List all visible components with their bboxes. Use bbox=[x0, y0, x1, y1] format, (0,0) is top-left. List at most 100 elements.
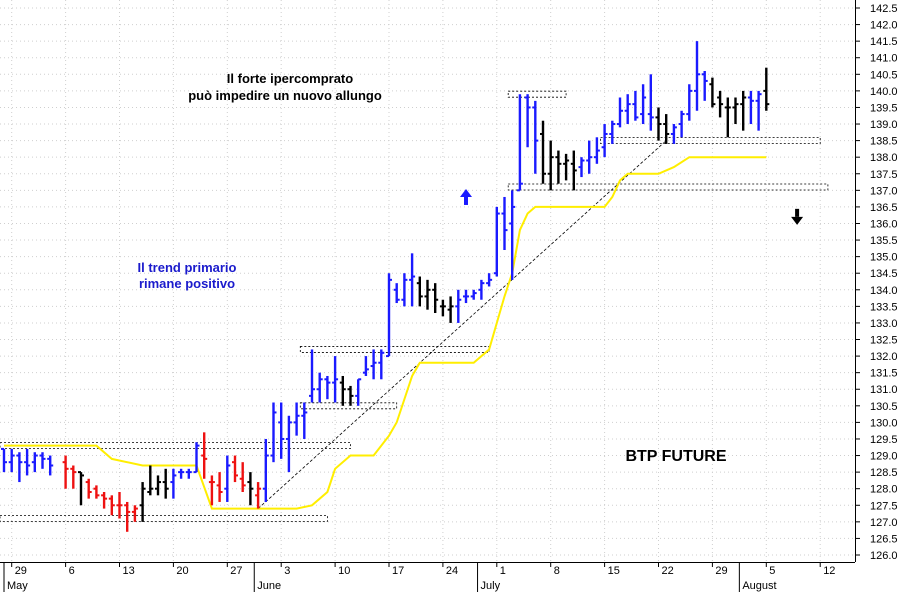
ohlc-bar bbox=[632, 90, 639, 121]
y-tick-label: 137.0 bbox=[870, 185, 898, 197]
ohlc-bar bbox=[586, 140, 593, 174]
ohlc-bar bbox=[78, 471, 84, 506]
ohlc-bar bbox=[316, 372, 323, 403]
y-tick-label: 131.0 bbox=[870, 384, 898, 396]
ohlc-bar bbox=[8, 448, 15, 473]
month-label: August bbox=[742, 580, 776, 592]
ohlc-bar bbox=[47, 455, 54, 476]
ohlc-bar bbox=[732, 97, 739, 125]
ohlc-bar bbox=[486, 273, 493, 287]
trend-note-line1: Il trend primario bbox=[138, 260, 237, 275]
ohlc-bar bbox=[278, 402, 285, 459]
arrows bbox=[460, 188, 804, 225]
ohlc-bar bbox=[655, 107, 662, 141]
y-tick-label: 138.5 bbox=[870, 136, 898, 148]
y-tick-label: 129.0 bbox=[870, 451, 898, 463]
ohlc-bar bbox=[16, 452, 23, 483]
ohlc-bar bbox=[70, 465, 77, 489]
ohlc-bar bbox=[216, 472, 223, 502]
y-tick-label: 140.0 bbox=[870, 86, 898, 98]
ohlc-bar bbox=[717, 90, 724, 118]
ohlc-bar bbox=[386, 273, 392, 358]
ohlc-bar bbox=[332, 356, 339, 403]
x-tick-label: 1 bbox=[500, 565, 506, 577]
ohlc-bar bbox=[270, 402, 277, 463]
ohlc-bar bbox=[540, 120, 546, 184]
level-box bbox=[299, 402, 398, 410]
y-tick-label: 137.5 bbox=[870, 169, 898, 181]
ohlc-bar bbox=[516, 94, 523, 192]
month-label: July bbox=[481, 580, 501, 592]
y-tick-label: 134.0 bbox=[870, 285, 898, 297]
month-label: June bbox=[257, 580, 281, 592]
ohlc-bar bbox=[678, 110, 685, 138]
ohlc-bar bbox=[255, 482, 262, 509]
y-tick-label: 135.5 bbox=[870, 235, 898, 247]
y-tick-label: 141.0 bbox=[870, 53, 898, 65]
ohlc-bar bbox=[262, 438, 269, 502]
ohlc-bar bbox=[747, 90, 754, 125]
level-box bbox=[507, 90, 567, 98]
ohlc-bar bbox=[755, 90, 762, 131]
y-tick-label: 133.0 bbox=[870, 318, 898, 330]
ohlc-bar bbox=[763, 67, 770, 111]
y-tick-label: 128.0 bbox=[870, 484, 898, 496]
ohlc-bar bbox=[401, 273, 408, 307]
y-tick-label: 127.0 bbox=[870, 517, 898, 529]
ohlc-bar bbox=[439, 299, 446, 317]
ohlc-bar bbox=[1, 447, 7, 473]
x-tick-label: 3 bbox=[284, 565, 290, 577]
ohlc-bar bbox=[62, 455, 69, 489]
level-box bbox=[299, 346, 490, 353]
y-tick-label: 126.0 bbox=[870, 550, 898, 562]
ohlc-bar bbox=[663, 114, 670, 144]
x-tick-label: 27 bbox=[230, 565, 242, 577]
ohlc-bar bbox=[670, 124, 677, 144]
y-tick-label: 132.0 bbox=[870, 351, 898, 363]
x-axis: 29 6 13 20 27 3 10 17 24 1 8 15 22 29 5 12 May June July Au… bbox=[3, 562, 835, 592]
ohlc-bar bbox=[185, 468, 192, 479]
ohlc-bar bbox=[624, 94, 631, 125]
y-tick-label: 126.5 bbox=[870, 533, 898, 545]
ohlc-bar bbox=[162, 468, 169, 499]
level-box bbox=[0, 515, 328, 522]
overbought-note-line1: Il forte ipercomprato bbox=[227, 71, 353, 86]
y-tick-label: 139.5 bbox=[870, 102, 898, 114]
ohlc-bar bbox=[239, 462, 246, 493]
level-box bbox=[507, 183, 829, 191]
ohlc-bar bbox=[578, 157, 585, 178]
ohlc-bar bbox=[85, 478, 92, 499]
x-tick-label: 22 bbox=[662, 565, 674, 577]
y-tick-label: 133.5 bbox=[870, 301, 898, 313]
ohlc-bar bbox=[424, 279, 431, 310]
ohlc-bar bbox=[224, 455, 231, 502]
x-tick-label: 15 bbox=[608, 565, 620, 577]
ohlc-bar bbox=[24, 448, 31, 476]
x-tick-label: 17 bbox=[392, 565, 404, 577]
ohlc-bar bbox=[324, 375, 331, 400]
ohlc-bar bbox=[524, 94, 531, 148]
ohlc-bar bbox=[378, 349, 385, 380]
level-box bbox=[0, 442, 351, 450]
ohlc-bar bbox=[640, 84, 647, 125]
x-tick-label: 13 bbox=[123, 565, 135, 577]
y-tick-label: 142.0 bbox=[870, 20, 898, 32]
y-tick-label: 130.5 bbox=[870, 401, 898, 413]
arrow-head bbox=[460, 188, 472, 197]
ohlc-bar bbox=[93, 485, 100, 499]
ohlc-bar bbox=[617, 97, 623, 128]
trendline bbox=[257, 140, 667, 509]
y-tick-label: 134.5 bbox=[870, 268, 898, 280]
y-tick-label: 129.5 bbox=[870, 434, 898, 446]
ohlc-bar bbox=[601, 124, 608, 158]
price-bars bbox=[1, 41, 770, 532]
ohlc-bar bbox=[155, 475, 161, 496]
y-tick-label: 140.5 bbox=[870, 69, 898, 81]
ohlc-bar bbox=[570, 150, 577, 191]
ohlc-bar bbox=[147, 465, 154, 496]
x-tick-label: 29 bbox=[715, 565, 727, 577]
y-tick-label: 136.5 bbox=[870, 202, 898, 214]
trend-note-line2: rimane positivo bbox=[139, 276, 235, 291]
y-tick-label: 135.0 bbox=[870, 252, 898, 264]
y-tick-label: 130.0 bbox=[870, 417, 898, 429]
